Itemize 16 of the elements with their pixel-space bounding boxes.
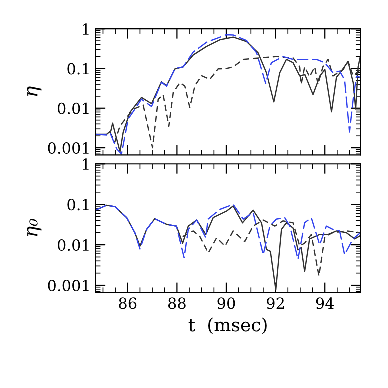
- y-tick-label: 0.1: [68, 63, 89, 75]
- y-axis-title: η: [27, 86, 42, 96]
- y-tick-label: 0.001: [48, 280, 89, 292]
- x-tick-label: 90: [218, 298, 236, 310]
- y-tick-label: 0.01: [58, 240, 89, 252]
- y-tick-label: 1: [83, 24, 89, 35]
- x-tick-label: 92: [267, 298, 284, 310]
- x-axis-title: t (msec): [188, 318, 267, 334]
- y-tick-label: 1: [83, 158, 89, 170]
- x-tick-label: 94: [316, 298, 334, 310]
- y-tick-label: 0.001: [48, 142, 89, 154]
- x-tick-label: 88: [168, 298, 186, 310]
- y-tick-label: 0.1: [68, 199, 89, 211]
- y-axis-title: η₀: [27, 219, 42, 236]
- x-tick-label: 86: [119, 298, 137, 310]
- y-tick-label: 0.01: [58, 102, 89, 114]
